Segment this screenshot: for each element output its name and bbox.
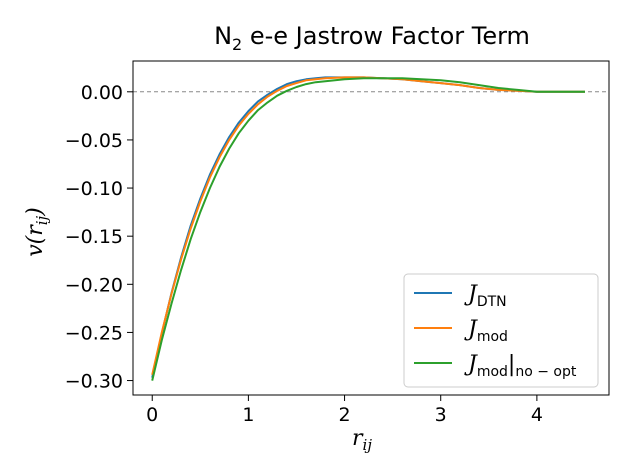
- y-tick-label-6: −0.30: [65, 371, 123, 393]
- series-line-1: [151, 76, 585, 376]
- x-tick-label-4: 4: [531, 404, 543, 426]
- plot-area: 0 1 2 3 4 0.00 −0.05 −0.10 −0.15 −0.20 −0.25 −0.30: [65, 60, 610, 426]
- y-tick-label-5: −0.25: [65, 322, 123, 344]
- y-tick-label-3: −0.15: [65, 226, 123, 248]
- legend: JDTN Jmod Jmod|no − opt: [403, 273, 599, 388]
- y-tick-label-1: −0.05: [65, 130, 123, 152]
- legend-label-noopt: Jmod|no − opt: [464, 352, 577, 380]
- chart-title: N2 e-e Jastrow Factor Term: [214, 22, 530, 54]
- x-tick-label-1: 1: [242, 404, 254, 426]
- y-tick-label-4: −0.20: [65, 274, 123, 296]
- axes-frame: [132, 60, 610, 396]
- y-tick-label-0: 0.00: [81, 82, 123, 104]
- series-line-2: [151, 77, 585, 381]
- x-tick-label-3: 3: [435, 404, 447, 426]
- legend-frame: [403, 273, 599, 388]
- x-tick-label-2: 2: [339, 404, 351, 426]
- x-tick-label-0: 0: [146, 404, 158, 426]
- legend-label-dtn: JDTN: [464, 282, 507, 310]
- x-axis-label: rij: [352, 426, 372, 454]
- y-axis-label: v(rij): [23, 207, 51, 257]
- y-tick-label-2: −0.10: [65, 178, 123, 200]
- legend-label-mod: Jmod: [464, 317, 508, 345]
